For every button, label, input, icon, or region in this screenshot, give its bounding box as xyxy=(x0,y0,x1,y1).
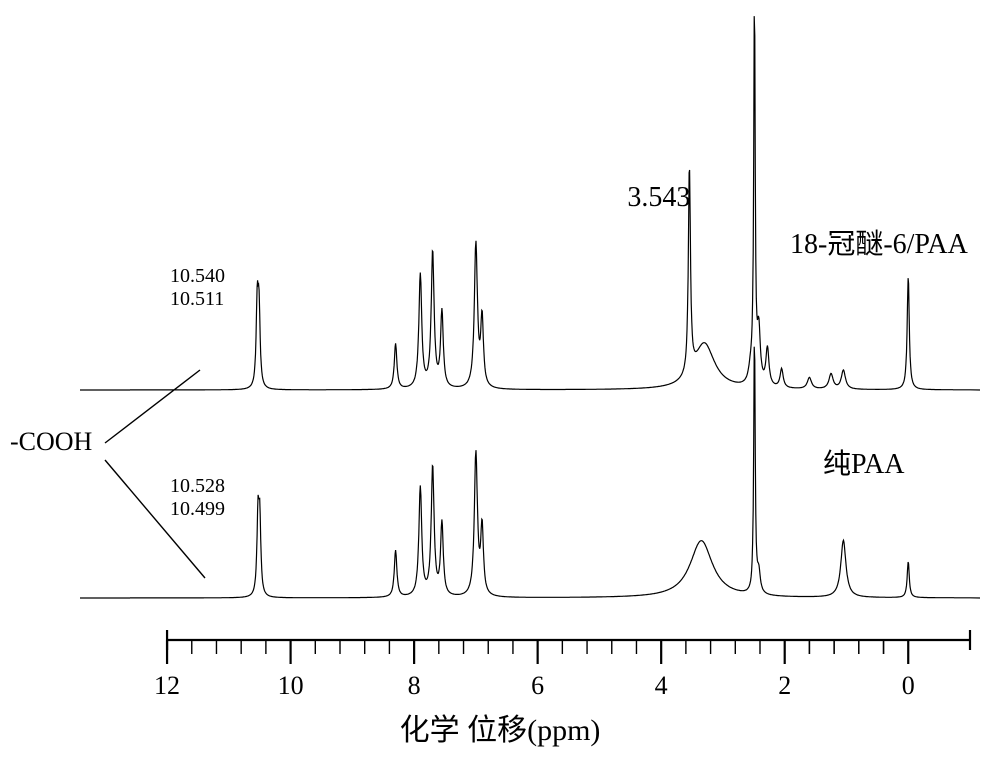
x-axis-label: 化学 位移(ppm) xyxy=(0,705,1000,749)
nmr-chart: 12 10 8 6 4 2 0 3.543 10.54010.511 10.52810.49… xyxy=(0,0,1000,763)
x-tick-label: 2 xyxy=(778,671,791,700)
x-tick-label: 4 xyxy=(655,671,668,700)
cooh-value: 10.528 xyxy=(170,475,225,498)
x-tick-label: 10 xyxy=(278,671,304,700)
spectrum-label-top: 18-冠醚-6/PAA xyxy=(790,222,968,262)
x-tick-label: 0 xyxy=(902,671,915,700)
spectrum-top xyxy=(80,16,980,390)
cooh-value: 10.499 xyxy=(170,498,225,521)
leader-line xyxy=(105,370,200,443)
cooh-value: 10.511 xyxy=(170,288,225,311)
cooh-peak-values-top: 10.54010.511 xyxy=(170,265,225,311)
x-tick-label: 12 xyxy=(154,671,180,700)
x-tick-label: 8 xyxy=(408,671,421,700)
x-tick-label: 6 xyxy=(531,671,544,700)
cooh-peak-values-bottom: 10.52810.499 xyxy=(170,475,225,521)
cooh-label: -COOH xyxy=(10,427,92,457)
peak-label-3543: 3.543 xyxy=(627,182,690,214)
spectrum-label-bottom: 纯PAA xyxy=(823,442,904,482)
cooh-value: 10.540 xyxy=(170,265,225,288)
